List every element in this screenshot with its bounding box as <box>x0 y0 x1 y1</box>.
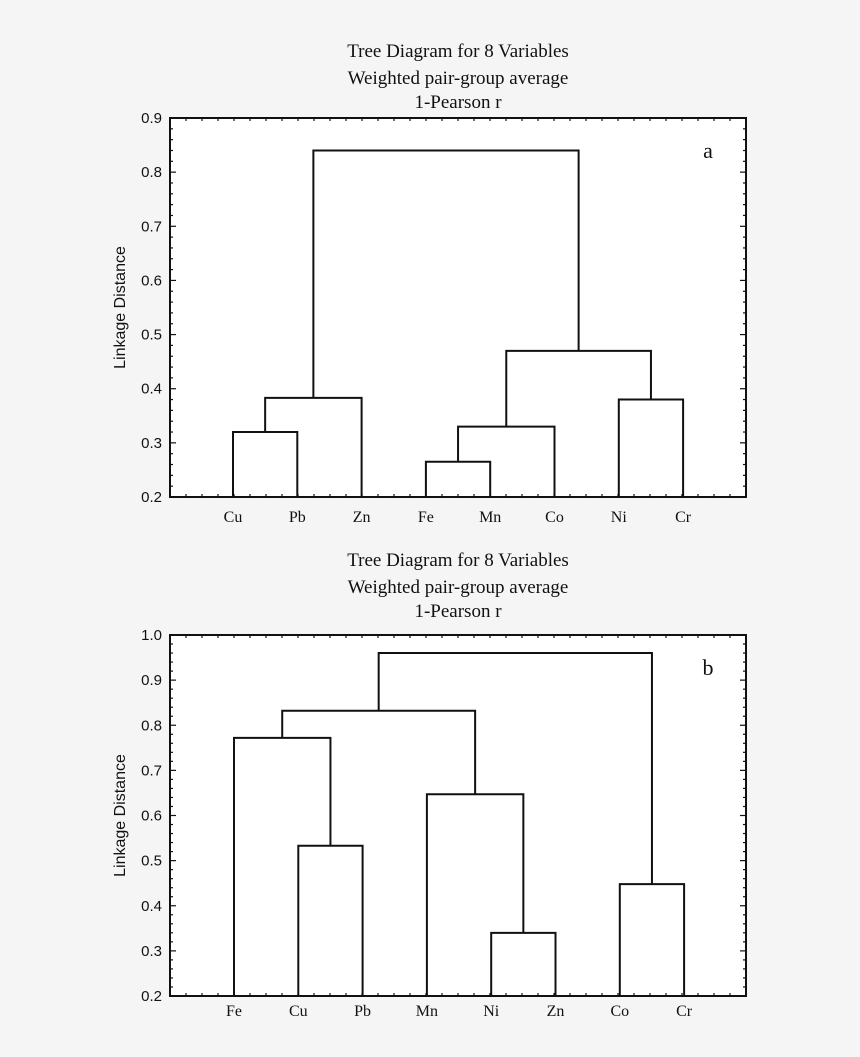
leaf-label-mn: Mn <box>479 509 501 526</box>
leaf-label-co: Co <box>545 509 564 526</box>
leaf-label-pb: Pb <box>289 509 306 526</box>
y-tick-label: 0.5 <box>141 327 162 344</box>
dendrogram-link <box>264 396 363 497</box>
leaf-label-mn: Mn <box>416 1003 438 1020</box>
chart-title-line-2: Weighted pair-group average <box>348 68 569 89</box>
y-tick-label: 0.6 <box>141 808 162 825</box>
dendrogram-panel-b: Tree Diagram for 8 Variables Weighted pai… <box>112 550 747 1020</box>
y-tick-label: 0.3 <box>141 435 162 452</box>
chart-title-line-1: Tree Diagram for 8 Variables <box>347 550 569 571</box>
y-tick-label: 0.2 <box>141 988 162 1005</box>
y-tick-label: 0.3 <box>141 943 162 960</box>
leaf-label-cu: Cu <box>224 509 243 526</box>
y-axis-label: Linkage Distance <box>112 246 129 369</box>
y-tick-label: 0.4 <box>141 898 162 915</box>
panel-label: a <box>703 138 713 163</box>
dendrogram-panel-a: Tree Diagram for 8 Variables Weighted pai… <box>112 41 747 526</box>
chart-title-line-3: 1-Pearson r <box>414 601 502 622</box>
chart-title-line-1: Tree Diagram for 8 Variables <box>347 41 569 62</box>
dendrogram-link <box>297 844 364 996</box>
dendrogram-link <box>377 652 653 885</box>
leaf-label-cr: Cr <box>675 509 692 526</box>
dendrogram-link <box>232 431 299 497</box>
leaf-label-pb: Pb <box>354 1003 371 1020</box>
y-tick-label: 0.9 <box>141 110 162 127</box>
leaf-label-ni: Ni <box>611 509 628 526</box>
chart-title-line-2: Weighted pair-group average <box>348 577 569 598</box>
leaf-label-co: Co <box>610 1003 629 1020</box>
y-axis-label: Linkage Distance <box>112 754 129 877</box>
y-tick-label: 0.8 <box>141 717 162 734</box>
leaf-label-cr: Cr <box>676 1003 693 1020</box>
leaf-label-zn: Zn <box>353 509 371 526</box>
leaf-label-fe: Fe <box>418 509 434 526</box>
y-tick-label: 0.5 <box>141 853 162 870</box>
leaf-label-fe: Fe <box>226 1003 242 1020</box>
y-tick-label: 0.7 <box>141 762 162 779</box>
y-tick-label: 0.6 <box>141 272 162 289</box>
y-tick-label: 0.7 <box>141 218 162 235</box>
dendrogram-link <box>312 149 580 398</box>
y-tick-label: 0.8 <box>141 164 162 181</box>
y-tick-label: 1.0 <box>141 627 162 644</box>
plot-frame <box>169 634 747 997</box>
leaf-label-ni: Ni <box>483 1003 500 1020</box>
y-tick-label: 0.2 <box>141 489 162 506</box>
panel-label: b <box>703 655 714 680</box>
dendrogram-link <box>617 398 685 497</box>
y-tick-label: 0.9 <box>141 672 162 689</box>
leaf-label-cu: Cu <box>289 1003 308 1020</box>
leaf-label-zn: Zn <box>547 1003 565 1020</box>
y-tick-label: 0.4 <box>141 381 162 398</box>
chart-title-line-3: 1-Pearson r <box>414 92 502 113</box>
